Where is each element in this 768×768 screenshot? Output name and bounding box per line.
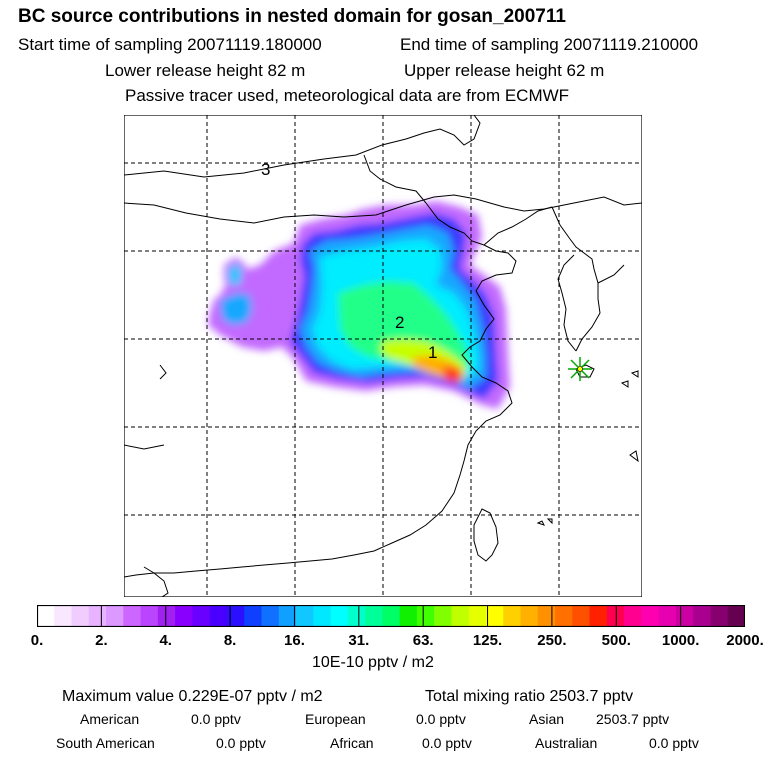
colorbar-cell: [106, 605, 124, 627]
colorbar-cell: [37, 605, 55, 627]
colorbar-tick-label: 8.: [223, 632, 237, 649]
colorbar-tick-label: 4.: [159, 632, 172, 649]
region-australian-value: 0.0 pptv: [649, 735, 699, 751]
colorbar-cell: [520, 605, 539, 627]
colorbar-cell: [123, 605, 142, 627]
gridlines: [124, 115, 642, 597]
colorbar-tick-label: 2.: [95, 632, 108, 649]
colorbar-tick-label: 2000.: [726, 632, 764, 649]
colorbar-cell: [485, 605, 504, 627]
plume-field: [208, 201, 510, 409]
colorbar-tick-label: 16.: [284, 632, 305, 649]
colorbar-cell: [537, 605, 556, 627]
colorbar-cell: [675, 605, 694, 627]
region-australian-label: Australian: [535, 735, 598, 751]
colorbar-cell: [347, 605, 366, 627]
colorbar-cell: [88, 605, 107, 627]
colorbar-cell: [330, 605, 349, 627]
colorbar-cell: [399, 605, 418, 627]
colorbar-cell: [382, 605, 401, 627]
region-label-3: 3: [261, 160, 270, 179]
colorbar-cell: [71, 605, 90, 627]
lower-release-height: Lower release height 82 m: [105, 61, 306, 80]
colorbar: [37, 605, 745, 627]
colorbar-cell: [244, 605, 263, 627]
colorbar-cell: [624, 605, 642, 627]
region-african-label: African: [330, 735, 374, 751]
colorbar-tick-label: 0.: [30, 632, 44, 649]
colorbar-cell: [727, 605, 745, 627]
colorbar-cell: [296, 605, 314, 627]
colorbar-cell: [434, 605, 453, 627]
region-american-value: 0.0 pptv: [191, 711, 241, 727]
region-european-value: 0.0 pptv: [416, 711, 466, 727]
colorbar-tick-label: 31.: [348, 632, 370, 649]
sampling-end: End time of sampling 20071119.210000: [400, 35, 699, 54]
region-american-label: American: [80, 711, 140, 727]
colorbar-cell: [278, 605, 297, 627]
colorbar-cell: [503, 605, 522, 627]
total-mixing-ratio: Total mixing ratio 2503.7 pptv: [425, 688, 634, 705]
colorbar-cell: [451, 605, 470, 627]
colorbar-cell: [365, 605, 383, 627]
colorbar-tick-label: 500.: [601, 632, 631, 649]
colorbar-tick-label: 1000.: [661, 632, 700, 649]
tracer-note: Passive tracer used, meteorological data…: [125, 86, 570, 105]
coastlines: [124, 115, 642, 597]
colorbar-unit: 10E-10 pptv / m2: [312, 654, 434, 671]
colorbar-cell: [416, 605, 435, 627]
colorbar-cell: [693, 605, 712, 627]
colorbar-cell: [710, 605, 729, 627]
colorbar-cell: [192, 605, 211, 627]
colorbar-tick-label: 63.: [412, 632, 434, 649]
colorbar-cell: [175, 605, 194, 627]
colorbar-tick-label: 250.: [537, 632, 567, 649]
region-south-american-label: South American: [56, 735, 155, 751]
region-label-2: 2: [395, 313, 404, 332]
region-south-american-value: 0.0 pptv: [216, 735, 266, 751]
colorbar-cell: [658, 605, 677, 627]
colorbar-cell: [641, 605, 660, 627]
colorbar-cell: [555, 605, 573, 627]
plot-title: BC source contributions in nested domain…: [18, 6, 566, 27]
colorbar-cell: [157, 605, 176, 627]
colorbar-cell: [226, 605, 245, 627]
region-asian-value: 2503.7 pptv: [596, 711, 670, 727]
colorbar-cell: [54, 605, 73, 627]
colorbar-cell: [589, 605, 608, 627]
colorbar-tick-label: 125.: [472, 632, 503, 649]
region-asian-label: Asian: [529, 711, 565, 727]
region-european-label: European: [305, 711, 366, 727]
receptor-star-marker: [568, 357, 592, 381]
map-panel: 3 2 1: [124, 115, 642, 597]
colorbar-cell: [313, 605, 332, 627]
colorbar-cell: [468, 605, 487, 627]
colorbar-cell: [572, 605, 591, 627]
sampling-start: Start time of sampling 20071119.180000: [18, 35, 322, 54]
colorbar-cell: [209, 605, 228, 627]
region-label-1: 1: [428, 343, 437, 362]
region-african-value: 0.0 pptv: [422, 735, 472, 751]
colorbar-cell: [140, 605, 159, 627]
colorbar-cell: [261, 605, 280, 627]
max-value: Maximum value 0.229E-07 pptv / m2: [62, 688, 323, 705]
upper-release-height: Upper release height 62 m: [404, 61, 605, 80]
